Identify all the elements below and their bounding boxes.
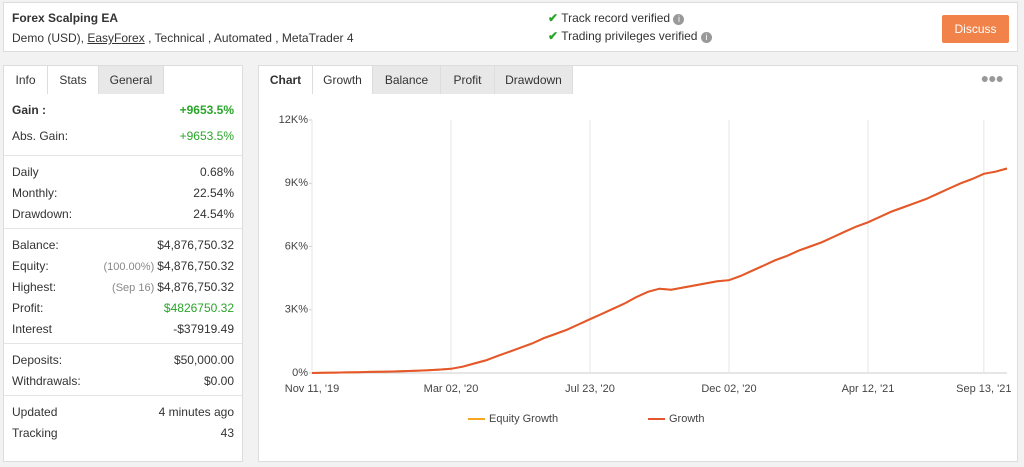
tab[interactable]: Info <box>4 66 48 94</box>
tags: , Technical , Automated , MetaTrader 4 <box>148 31 354 45</box>
stat-row: Equity: (100.00%) $4,876,750.32 <box>12 256 234 276</box>
stat-value: $4826750.32 <box>164 298 234 318</box>
stat-value-text: $4,876,750.32 <box>157 259 234 273</box>
stat-row: Tracking 43 <box>12 423 234 443</box>
tab[interactable]: Stats <box>48 66 99 94</box>
verified-item: ✔ Trading privileges verified i <box>548 29 712 43</box>
stat-value: +9653.5% <box>180 100 234 120</box>
stat-value-text: +9653.5% <box>179 129 234 143</box>
stat-value-text: 0.68% <box>199 165 234 179</box>
tab[interactable]: Balance <box>373 66 441 94</box>
account: Demo (USD), <box>12 31 85 45</box>
stat-label: Equity: <box>12 259 49 273</box>
stat-label: Abs. Gain: <box>12 129 69 143</box>
separator <box>4 155 242 156</box>
discuss-button[interactable]: Discuss <box>942 15 1009 43</box>
stat-value: 0.68% <box>200 162 234 182</box>
stat-value-text: $0.00 <box>203 374 234 388</box>
stat-row: Profit: $4826750.32 <box>12 298 234 318</box>
stat-value-text: $4826750.32 <box>163 301 234 315</box>
stat-value-text: $50,000.00 <box>173 353 234 367</box>
stat-value-text: $4,876,750.32 <box>157 238 234 252</box>
stat-value-text: 43 <box>220 426 234 440</box>
separator <box>4 395 242 396</box>
stat-note: (Sep 16) <box>112 282 155 294</box>
stat-row: Drawdown: 24.54% <box>12 204 234 224</box>
stat-row: Daily 0.68% <box>12 162 234 182</box>
stat-label: Highest: <box>12 280 57 294</box>
stat-label: Drawdown: <box>12 207 73 221</box>
stat-label: Withdrawals: <box>12 374 81 388</box>
stat-row: Highest: (Sep 16) $4,876,750.32 <box>12 277 234 297</box>
stat-value-text: 22.54% <box>193 186 234 200</box>
stat-value-text: 24.54% <box>193 207 234 221</box>
stat-value-text: +9653.5% <box>179 103 234 117</box>
stat-row: Updated 4 minutes ago <box>12 402 234 422</box>
stat-value: 4 minutes ago <box>159 402 234 422</box>
separator <box>4 343 242 344</box>
stat-label: Daily <box>12 165 39 179</box>
stat-value: (Sep 16) $4,876,750.32 <box>112 277 234 298</box>
chart-panel: ●●● Chart Growth Balance Profit Drawdown <box>258 65 1018 462</box>
stat-value: (100.00%) $4,876,750.32 <box>103 256 234 277</box>
verified-text: Trading privileges verified <box>561 29 698 43</box>
menu-icon[interactable]: ●●● <box>980 70 1004 86</box>
stat-label: Gain : <box>12 103 47 117</box>
tab[interactable]: Drawdown <box>495 66 573 94</box>
stat-value: $0.00 <box>204 371 234 391</box>
stat-row: Interest -$37919.49 <box>12 319 234 339</box>
stat-label: Tracking <box>12 426 58 440</box>
stat-value: $50,000.00 <box>174 350 234 370</box>
tab[interactable]: Growth <box>313 66 373 94</box>
stat-value-text: -$37919.49 <box>173 322 234 336</box>
stat-row: Withdrawals: $0.00 <box>12 371 234 391</box>
stat-note: (100.00%) <box>103 261 155 273</box>
stat-label: Monthly: <box>12 186 58 200</box>
stat-value-text: $4,876,750.32 <box>157 280 234 294</box>
stat-value: +9653.5% <box>180 126 234 146</box>
verified-item: ✔ Track record verified i <box>548 11 685 25</box>
stat-label: Updated <box>12 405 58 419</box>
stat-value: 43 <box>221 423 234 443</box>
tab[interactable]: General <box>99 66 164 94</box>
stat-row: Gain : +9653.5% <box>12 100 234 120</box>
stat-value: 22.54% <box>193 183 234 203</box>
tab[interactable]: Chart <box>259 66 313 94</box>
stat-value: $4,876,750.32 <box>157 235 234 255</box>
stat-value: -$37919.49 <box>173 319 234 339</box>
stat-row: Balance: $4,876,750.32 <box>12 235 234 255</box>
stat-value-text: 4 minutes ago <box>158 405 234 419</box>
title: Forex Scalping EA <box>12 11 119 25</box>
stat-row: Monthly: 22.54% <box>12 183 234 203</box>
stat-label: Profit: <box>12 301 44 315</box>
subtitle: Demo (USD), EasyForex , Technical , Auto… <box>12 31 354 45</box>
stat-row: Abs. Gain: +9653.5% <box>12 126 234 146</box>
stat-label: Balance: <box>12 238 59 252</box>
stat-row: Deposits: $50,000.00 <box>12 350 234 370</box>
stat-label: Interest <box>12 322 53 336</box>
stats-panel: Info Stats General Gain : +9653.5% Abs. Gain:… <box>3 65 243 462</box>
stat-label: Deposits: <box>12 353 63 367</box>
separator <box>4 228 242 229</box>
stat-value: 24.54% <box>193 204 234 224</box>
broker-link[interactable]: EasyForex <box>87 31 145 45</box>
tab[interactable]: Profit <box>441 66 495 94</box>
verified-text: Track record verified <box>561 11 671 25</box>
header: Forex Scalping EA Demo (USD), EasyForex … <box>3 2 1018 52</box>
